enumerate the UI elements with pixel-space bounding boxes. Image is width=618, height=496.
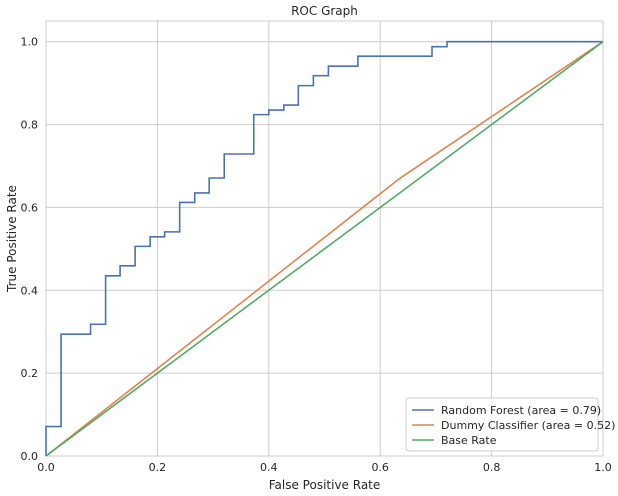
y-tick-label: 1.0 [21,36,39,49]
x-axis-label: False Positive Rate [269,478,381,492]
y-tick-label: 0.6 [21,201,39,214]
y-tick-label: 0.4 [21,284,39,297]
x-tick-label: 0.0 [37,461,55,474]
plot-frame [45,20,604,457]
series-line-2 [45,41,604,457]
series-line-1 [45,40,603,456]
x-tick-label: 1.0 [594,461,612,474]
legend-items: Random Forest (area = 0.79) Dummy Classif… [412,404,615,447]
x-tick-label: 0.4 [260,461,278,474]
legend-label: Dummy Classifier (area = 0.52) [441,419,615,432]
y-tick-label: 0.2 [21,367,39,380]
x-tick-label: 0.2 [149,461,167,474]
legend-label: Random Forest (area = 0.79) [441,404,601,417]
chart-title: ROC Graph [291,4,358,18]
series-line-3 [45,41,604,457]
tick-layer: 0.0 0.2 0.4 0.6 0.8 1.0 0.0 0.2 0.4 0.6 0.8 1.0 [21,36,612,474]
x-tick-label: 0.6 [371,461,389,474]
y-axis-label: True Positive Rate [5,185,19,293]
legend-box [405,397,599,452]
y-tick-label: 0.8 [21,119,39,132]
x-tick-label: 0.8 [483,461,501,474]
y-tick-label: 0.0 [21,450,39,463]
legend: Random Forest (area = 0.79) Dummy Classif… [405,397,615,452]
legend-label: Base Rate [441,434,497,447]
series-layer [45,40,604,457]
